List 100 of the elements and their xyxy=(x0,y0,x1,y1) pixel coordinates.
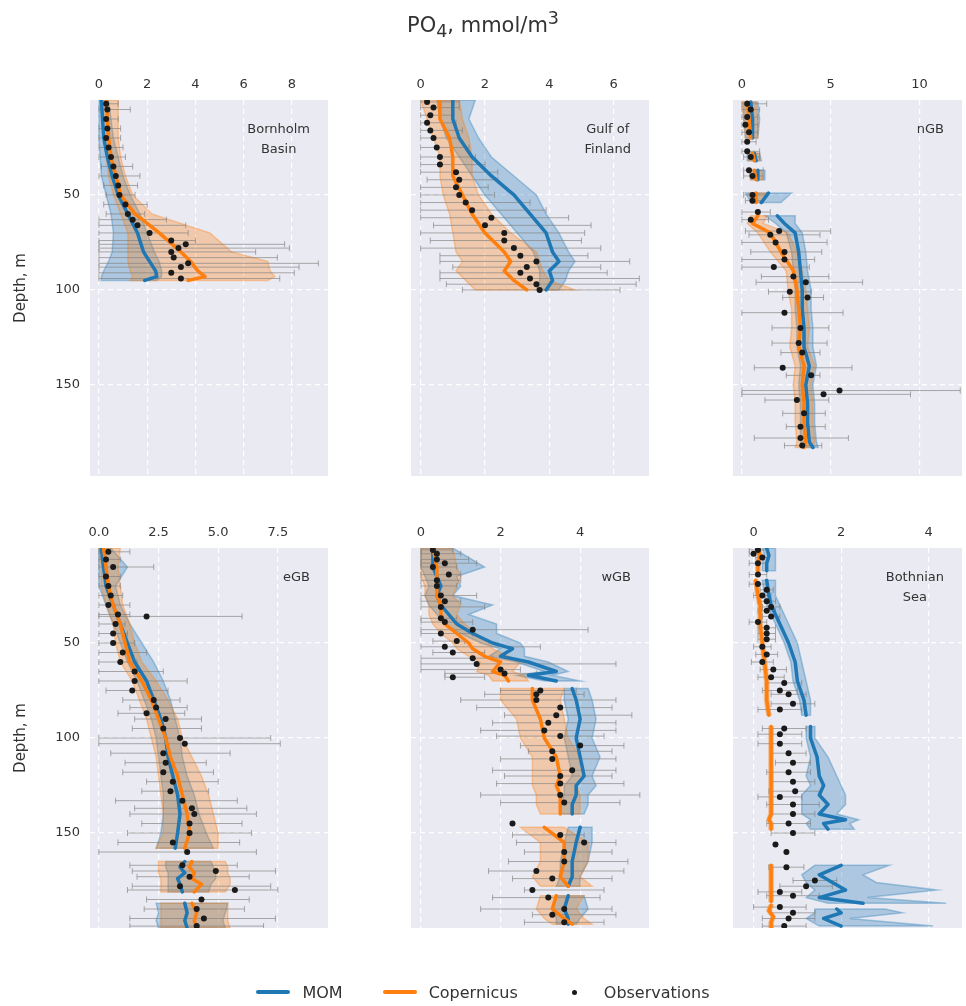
point xyxy=(776,687,783,694)
point xyxy=(541,727,548,734)
point xyxy=(747,106,754,113)
x-tick-label: 7.5 xyxy=(267,523,289,539)
point xyxy=(754,581,761,588)
point xyxy=(533,281,540,288)
x-tick-label: 6 xyxy=(239,75,248,91)
point xyxy=(581,839,588,846)
point xyxy=(754,548,761,553)
x-tick-label: 2 xyxy=(480,75,490,91)
point xyxy=(427,112,434,119)
y-axis-title: Depth, m xyxy=(10,253,29,323)
point xyxy=(776,228,783,235)
point xyxy=(469,655,476,662)
x-tick-label: 10 xyxy=(911,75,928,91)
y-tick-label: 50 xyxy=(63,634,80,650)
point xyxy=(545,894,552,901)
point xyxy=(797,324,804,331)
point xyxy=(783,849,790,855)
point xyxy=(781,725,788,732)
point xyxy=(767,231,774,238)
x-axis-title: PO$_{4}$, mmol/m$^{3}$ xyxy=(406,8,560,42)
point xyxy=(437,592,444,599)
x-tick-label: 4 xyxy=(191,75,200,91)
point xyxy=(754,209,761,216)
point xyxy=(763,598,770,605)
point xyxy=(795,340,802,347)
point xyxy=(789,830,796,836)
legend-label: Copernicus xyxy=(428,982,518,1002)
point xyxy=(776,888,783,895)
point xyxy=(808,372,815,379)
x-tick-label: 2 xyxy=(837,523,846,539)
point xyxy=(481,222,488,229)
point xyxy=(501,237,508,244)
x-tick-label: 6 xyxy=(609,75,618,91)
text: Gulf of Finland xyxy=(584,121,631,157)
x-tick-label: 0 xyxy=(737,75,747,91)
point xyxy=(770,264,777,271)
x-tick-label: 2 xyxy=(496,523,505,539)
x-tick-label: 4 xyxy=(545,75,554,91)
point xyxy=(770,666,777,673)
point xyxy=(549,911,556,918)
point xyxy=(549,748,556,755)
point xyxy=(437,630,444,637)
point xyxy=(747,216,754,223)
text: eGB xyxy=(283,569,310,585)
point xyxy=(776,706,783,713)
point xyxy=(549,875,556,882)
point xyxy=(789,811,796,817)
point xyxy=(433,583,440,589)
point xyxy=(510,245,517,252)
point xyxy=(785,769,792,776)
point xyxy=(785,691,792,698)
point xyxy=(785,915,792,922)
point xyxy=(745,129,752,136)
text: Bornholm Basin xyxy=(247,121,310,157)
point xyxy=(533,258,540,265)
point xyxy=(768,603,775,610)
x-tick-label: 4 xyxy=(576,523,585,539)
point xyxy=(797,423,804,430)
point xyxy=(797,435,804,442)
x-tick-label: 2 xyxy=(143,75,152,91)
point xyxy=(557,792,564,798)
point xyxy=(553,712,560,719)
point xyxy=(776,731,783,738)
point xyxy=(772,239,779,246)
point xyxy=(456,176,463,183)
point xyxy=(497,666,504,673)
point xyxy=(473,660,480,667)
point xyxy=(441,598,448,605)
point xyxy=(763,586,770,593)
point xyxy=(759,659,766,665)
point xyxy=(811,877,818,884)
point xyxy=(742,121,749,128)
point xyxy=(445,571,452,578)
point xyxy=(469,626,476,633)
point xyxy=(745,167,752,174)
point xyxy=(763,607,770,614)
point xyxy=(453,184,460,191)
x-tick-label: 4 xyxy=(924,523,933,539)
x-tick-label: 0 xyxy=(416,75,425,91)
point xyxy=(437,603,444,610)
point xyxy=(768,674,775,681)
point xyxy=(429,548,436,553)
point xyxy=(436,161,443,168)
y-tick-label: 150 xyxy=(55,376,80,392)
text: wGB xyxy=(601,569,631,585)
point xyxy=(557,733,564,740)
point xyxy=(776,793,783,800)
point xyxy=(533,697,540,703)
point xyxy=(509,820,516,827)
y-tick-label: 150 xyxy=(55,824,80,840)
x-tick-label: 5.0 xyxy=(207,523,229,539)
point xyxy=(781,923,788,928)
x-tick-label: 0 xyxy=(416,523,426,539)
point xyxy=(789,759,796,766)
point xyxy=(799,349,806,356)
point xyxy=(789,700,796,707)
point xyxy=(433,144,440,151)
point xyxy=(836,387,843,394)
